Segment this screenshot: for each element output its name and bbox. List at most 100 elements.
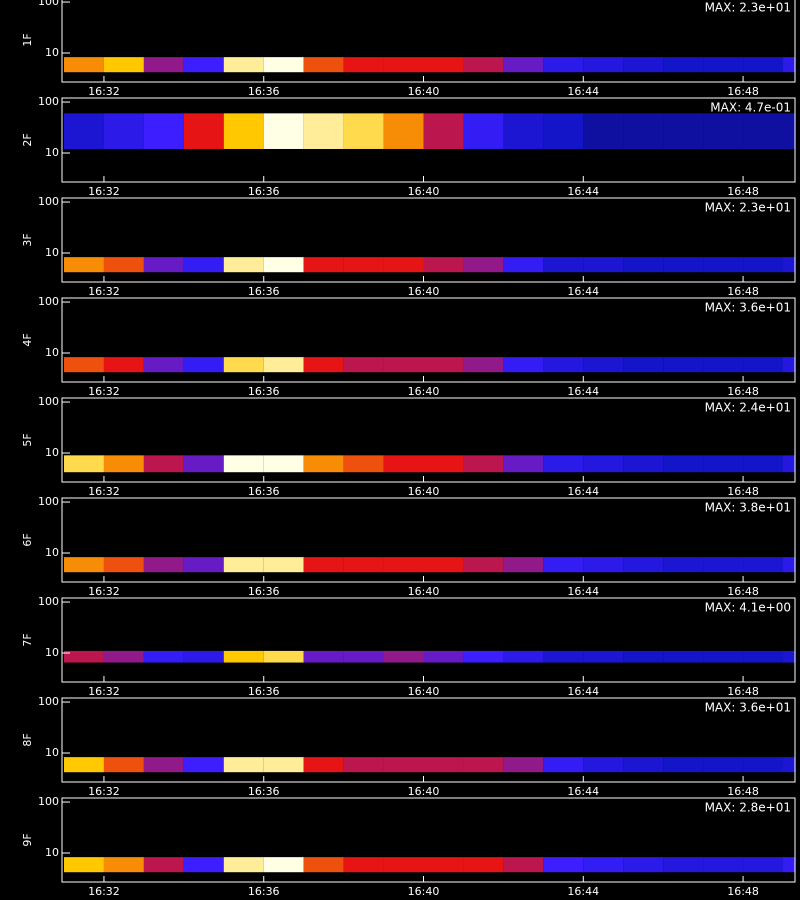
y-tick-label: 100 — [38, 695, 59, 708]
heat-cell — [543, 557, 584, 573]
heat-cell — [503, 757, 544, 773]
y-axis-label: 8F — [21, 733, 34, 746]
x-tick-label: 16:44 — [567, 685, 599, 698]
heat-cell — [103, 557, 144, 573]
x-tick-label: 16:48 — [727, 385, 759, 398]
x-tick-label: 16:36 — [248, 185, 280, 198]
y-tick-label: 10 — [45, 746, 59, 759]
heat-cell — [303, 857, 344, 873]
heat-cell — [63, 557, 104, 573]
heat-cell — [143, 357, 184, 373]
x-tick-label: 16:44 — [567, 885, 599, 898]
heat-cell — [183, 757, 224, 773]
heat-cell — [663, 357, 704, 373]
y-tick-label: 100 — [38, 0, 59, 8]
y-axis-label: 6F — [21, 533, 34, 546]
heat-cell — [623, 257, 664, 273]
heat-cell — [703, 557, 744, 573]
y-tick-label: 10 — [45, 446, 59, 459]
heat-cell — [423, 455, 464, 473]
panel-frame — [61, 97, 796, 183]
heat-cell — [103, 113, 144, 149]
heat-cell — [503, 455, 544, 473]
heat-cell — [263, 357, 304, 373]
heat-cell — [303, 357, 344, 373]
heat-cell — [503, 650, 544, 663]
heat-cell — [663, 113, 704, 149]
heat-cell — [63, 455, 104, 473]
x-tick-label: 16:40 — [408, 785, 440, 798]
panel: 10 100 16:32 16:36 16:40 16:44 16:48 9F MAX: 2.8… — [21, 795, 796, 898]
heat-cell — [103, 650, 144, 663]
x-tick-label: 16:48 — [727, 885, 759, 898]
y-axis-label: 5F — [21, 433, 34, 446]
heat-cell — [583, 57, 624, 73]
x-tick-label: 16:36 — [248, 285, 280, 298]
heat-cell — [583, 257, 624, 273]
heat-cell — [343, 57, 384, 73]
panel: 10 100 16:32 16:36 16:40 16:44 16:48 5F MAX: 2.4… — [21, 395, 796, 498]
heat-cell — [543, 650, 584, 663]
heat-cell — [463, 357, 504, 373]
heat-cell — [783, 650, 795, 663]
heat-cell — [423, 57, 464, 73]
heat-cell — [623, 757, 664, 773]
heat-cell — [63, 113, 104, 149]
heat-cell — [223, 757, 264, 773]
x-tick-label: 16:44 — [567, 385, 599, 398]
max-annotation: MAX: 3.6e+01 — [705, 701, 791, 715]
x-tick-label: 16:32 — [88, 585, 120, 598]
y-tick-label: 10 — [45, 646, 59, 659]
heat-cell — [263, 455, 304, 473]
heat-cell — [263, 257, 304, 273]
heat-cell — [143, 113, 184, 149]
heat-cell — [543, 57, 584, 73]
max-annotation: MAX: 4.7e-01 — [710, 101, 791, 115]
heat-cell — [383, 650, 424, 663]
heat-cell — [743, 455, 784, 473]
heat-cell — [63, 857, 104, 873]
max-annotation: MAX: 3.6e+01 — [705, 301, 791, 315]
panel: 10 100 16:32 16:36 16:40 16:44 16:48 4F MAX: 3.6… — [21, 295, 796, 398]
x-tick-label: 16:40 — [408, 485, 440, 498]
heat-cell — [743, 57, 784, 73]
x-tick-label: 16:44 — [567, 285, 599, 298]
heat-cell — [743, 357, 784, 373]
x-tick-label: 16:32 — [88, 385, 120, 398]
panel-frame — [61, 397, 796, 483]
heat-cell — [503, 857, 544, 873]
heat-cell — [383, 57, 424, 73]
heat-cell — [783, 257, 795, 273]
panel: 10 100 16:32 16:36 16:40 16:44 16:48 3F MAX: 2.3… — [21, 195, 796, 298]
heat-cell — [463, 857, 504, 873]
heat-cell — [623, 857, 664, 873]
y-tick-label: 100 — [38, 795, 59, 808]
y-tick-label: 10 — [45, 246, 59, 259]
x-tick-label: 16:36 — [248, 485, 280, 498]
heat-cell — [703, 650, 744, 663]
heat-cell — [183, 455, 224, 473]
heat-cell — [623, 650, 664, 663]
x-tick-label: 16:48 — [727, 685, 759, 698]
heat-cell — [63, 57, 104, 73]
heat-cell — [303, 455, 344, 473]
heat-cell — [783, 757, 795, 773]
heat-cell — [223, 113, 264, 149]
x-tick-label: 16:36 — [248, 585, 280, 598]
panel: 10 100 16:32 16:36 16:40 16:44 16:48 8F MAX: 3.6… — [21, 695, 796, 798]
heat-cell — [383, 113, 424, 149]
heat-cell — [623, 357, 664, 373]
heat-cell — [583, 455, 624, 473]
max-annotation: MAX: 3.8e+01 — [705, 501, 791, 515]
heat-cell — [623, 557, 664, 573]
y-tick-label: 10 — [45, 846, 59, 859]
heat-cell — [423, 113, 464, 149]
heat-cell — [543, 757, 584, 773]
heat-cell — [423, 257, 464, 273]
x-tick-label: 16:32 — [88, 485, 120, 498]
heat-cell — [463, 57, 504, 73]
heat-cell — [583, 113, 624, 149]
x-tick-label: 16:48 — [727, 785, 759, 798]
heat-cell — [343, 357, 384, 373]
heat-cell — [623, 113, 664, 149]
